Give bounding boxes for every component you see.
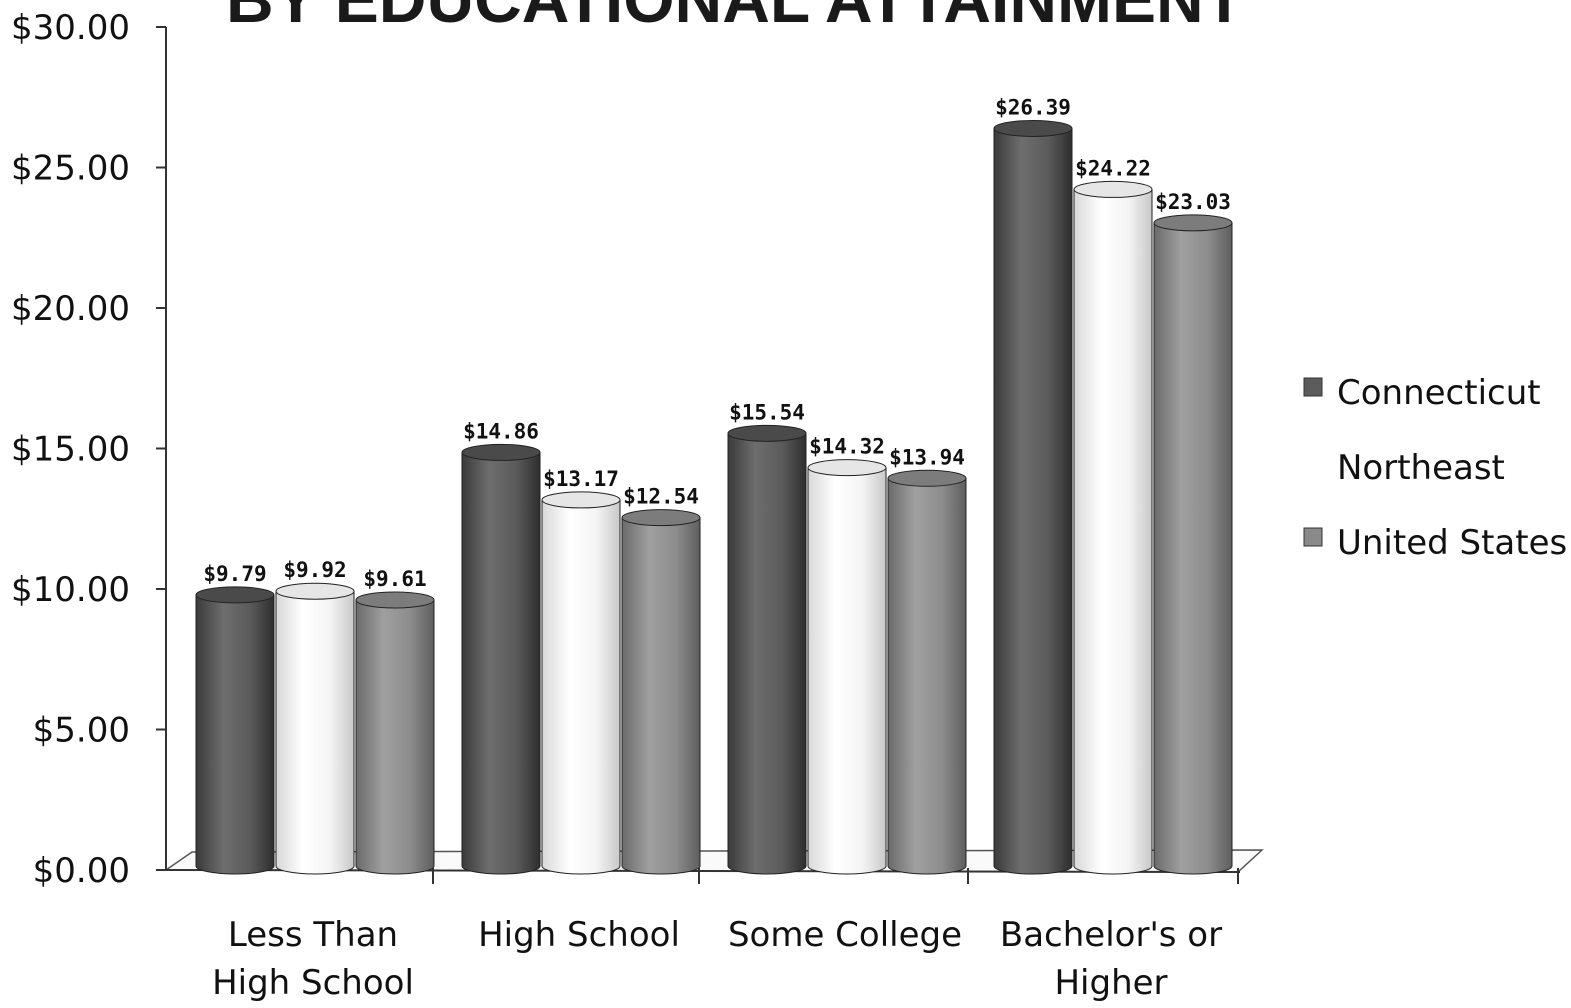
bar-connecticut-bachelor-s-or-higher <box>993 119 1073 875</box>
bar-cap <box>461 443 541 461</box>
y-tick-label: $30.00 <box>11 8 130 48</box>
x-category-label: Some College <box>728 915 962 955</box>
bar-body <box>1073 188 1153 875</box>
data-label-connecticut-some-college: $15.54 <box>729 400 805 424</box>
data-label-united-states-bachelor-s-or-higher: $23.03 <box>1155 190 1231 214</box>
bar-northeast-some-college <box>807 459 887 875</box>
bar-cap <box>1073 180 1153 198</box>
bar-cap <box>541 491 621 509</box>
bar-body <box>195 594 275 875</box>
bar-body <box>275 590 355 875</box>
bar-cap <box>993 119 1073 137</box>
data-label-connecticut-less-than-high-school: $9.79 <box>203 562 266 586</box>
legend-label: Connecticut <box>1337 373 1541 413</box>
data-label-united-states-less-than-high-school: $9.61 <box>363 567 426 591</box>
legend-swatch <box>1303 377 1323 397</box>
y-tick-label: $15.00 <box>11 430 130 470</box>
data-label-united-states-some-college: $13.94 <box>889 445 965 469</box>
legend-label: Northeast <box>1337 448 1505 488</box>
y-tick-label: $0.00 <box>33 851 130 891</box>
bar-connecticut-some-college <box>727 424 807 875</box>
bar-northeast-less-than-high-school <box>275 582 355 875</box>
data-labels: $9.79 $9.92 $9.61$14.86$13.17$12.54$15.54$… <box>203 95 1231 591</box>
data-label-northeast-less-than-high-school: $9.92 <box>283 558 346 582</box>
bar-body <box>621 517 701 875</box>
bar-cap <box>621 509 701 527</box>
legend-swatch <box>1304 453 1322 471</box>
bar-body <box>1153 222 1233 875</box>
data-label-united-states-high-school: $12.54 <box>623 485 699 509</box>
chart-title: BY EDUCATIONAL ATTAINMENT <box>226 0 1244 36</box>
bar-united-states-some-college <box>887 469 967 875</box>
legend-label: United States <box>1337 523 1567 563</box>
bar-body <box>355 599 435 875</box>
bar-cap <box>807 459 887 477</box>
bar-connecticut-high-school <box>461 443 541 875</box>
bar-cap <box>727 424 807 442</box>
data-label-northeast-high-school: $13.17 <box>543 467 619 491</box>
bar-united-states-less-than-high-school <box>355 591 435 875</box>
bar-body <box>887 477 967 875</box>
data-label-connecticut-high-school: $14.86 <box>463 419 539 443</box>
bar-body <box>727 432 807 875</box>
bar-united-states-high-school <box>621 509 701 875</box>
bar-northeast-high-school <box>541 491 621 875</box>
bar-cap <box>275 582 355 600</box>
x-category-label: Less Than High School <box>212 915 414 1003</box>
bars <box>195 119 1233 875</box>
bar-northeast-bachelor-s-or-higher <box>1073 180 1153 875</box>
legend-item-connecticut: Connecticut <box>1303 373 1541 413</box>
data-label-northeast-bachelor-s-or-higher: $24.22 <box>1075 156 1151 180</box>
bar-body <box>541 499 621 875</box>
bar-body <box>461 451 541 875</box>
bar-cap <box>195 586 275 604</box>
legend-item-united-states: United States <box>1303 523 1567 563</box>
x-category-label: Bachelor's or Higher <box>1000 915 1222 1003</box>
legend-swatch <box>1303 527 1323 547</box>
bar-cap <box>887 469 967 487</box>
bar-united-states-bachelor-s-or-higher <box>1153 214 1233 875</box>
data-label-connecticut-bachelor-s-or-higher: $26.39 <box>995 95 1071 119</box>
legend-item-northeast: Northeast <box>1304 448 1505 488</box>
data-label-northeast-some-college: $14.32 <box>809 435 885 459</box>
y-tick-label: $25.00 <box>11 149 130 189</box>
y-tick-label: $5.00 <box>33 711 130 751</box>
y-tick-label: $10.00 <box>11 570 130 610</box>
bar-cap <box>1153 214 1233 232</box>
x-category-label: High School <box>478 915 680 955</box>
y-tick-label: $20.00 <box>11 289 130 329</box>
legend: Connecticut Northeast United States <box>1303 373 1567 563</box>
chart-title-group: BY EDUCATIONAL ATTAINMENT <box>226 0 1244 36</box>
bar-body <box>807 467 887 875</box>
bar-cap <box>355 591 435 609</box>
bar-body <box>993 127 1073 875</box>
axes: $0.00 $5.00 $10.00 $15.00 $20.00 $25.00 $30.00… <box>11 8 1264 1003</box>
bar-connecticut-less-than-high-school <box>195 586 275 875</box>
